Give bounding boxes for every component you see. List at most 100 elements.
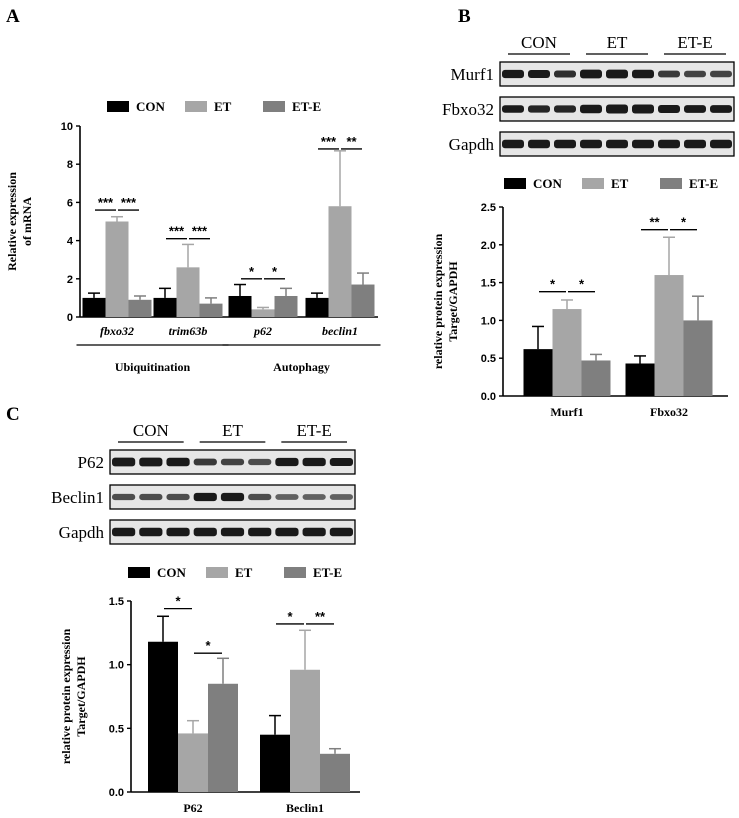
significance-label-c-2: * — [287, 609, 293, 624]
panel-letter-c: C — [6, 404, 20, 425]
blot-band-c-1-3 — [193, 492, 217, 502]
legend-label-b-2: ET-E — [689, 176, 718, 191]
x-tick-label-a-1: trim63b — [169, 324, 208, 338]
blot-band-c-2-6 — [275, 527, 299, 537]
chart-c-protein-expression: CON ET ET-E 0.0 0.5 1.0 1.5 relative protein e… — [59, 565, 360, 815]
blot-band-c-2-7 — [302, 527, 326, 537]
significance-label-c-1: * — [205, 638, 211, 653]
bar-c-beclin1-con — [260, 734, 290, 792]
blot-band-b-2-2 — [554, 139, 576, 149]
blot-row-label-c-1: Beclin1 — [51, 488, 104, 507]
chart-b-legend: CON ET ET-E — [504, 176, 718, 191]
chart-b-protein-expression: CON ET ET-E 0.0 0.5 1.0 1.5 2.0 2.5 relative pro… — [431, 176, 728, 419]
y-axis-label-c-1: Target/GAPDH — [74, 656, 88, 737]
x-tick-label-a-3: beclin1 — [322, 324, 358, 338]
bar-a-fbxo32-con — [82, 297, 106, 317]
significance-label-a-2: *** — [169, 224, 185, 239]
bar-b-murf1-con — [523, 349, 553, 396]
blot-band-c-0-8 — [329, 458, 353, 466]
blot-band-b-0-1 — [528, 70, 550, 78]
blot-band-b-2-8 — [710, 139, 732, 149]
bar-c-p62-et-e — [208, 683, 238, 792]
legend-label-c-1: ET — [235, 565, 253, 580]
blot-group-label-b-2: ET-E — [677, 33, 712, 52]
y-tick-label-a-0: 0 — [67, 312, 73, 324]
significance-label-a-3: *** — [192, 224, 208, 239]
y-tick-label-c-3: 1.5 — [109, 596, 124, 608]
significance-label-b-3: * — [681, 215, 687, 230]
x-tick-label-a-2: p62 — [253, 324, 272, 338]
blot-row-label-b-2: Gapdh — [449, 135, 495, 154]
bar-b-fbxo32-et — [654, 275, 684, 396]
blot-band-b-2-4 — [606, 139, 628, 149]
blot-band-b-2-6 — [658, 139, 680, 149]
chart-c-plot: 0.0 0.5 1.0 1.5 relative protein expression T… — [59, 594, 360, 815]
blot-band-c-1-7 — [302, 494, 326, 500]
blot-band-c-0-2 — [166, 457, 190, 467]
legend-swatch-b-1 — [582, 178, 604, 189]
blot-band-c-0-0 — [112, 457, 136, 467]
chart-a-plot: 0 2 4 6 8 10 Relative expression of mRNA fbxo32 t… — [5, 121, 381, 374]
legend-label-a-2: ET-E — [292, 99, 321, 114]
y-tick-label-a-3: 6 — [67, 197, 73, 209]
bar-c-p62-et — [178, 733, 208, 792]
y-tick-label-a-4: 8 — [67, 159, 73, 171]
blot-band-c-2-4 — [220, 527, 245, 537]
blot-band-b-0-0 — [502, 69, 524, 79]
significance-label-b-1: * — [579, 277, 585, 292]
blot-band-b-1-7 — [684, 105, 706, 113]
legend-swatch-c-2 — [284, 567, 306, 578]
x-tick-label-c-0: P62 — [183, 801, 202, 815]
y-tick-label-b-0: 0.0 — [481, 391, 496, 403]
blot-band-c-1-1 — [139, 493, 163, 501]
blot-band-c-1-4 — [220, 492, 245, 502]
y-tick-label-c-2: 1.0 — [109, 660, 124, 672]
blot-band-c-2-5 — [248, 527, 272, 537]
y-tick-label-a-2: 4 — [67, 236, 74, 248]
y-axis-label-b-1: Target/GAPDH — [446, 261, 460, 342]
blot-band-b-0-2 — [554, 70, 576, 78]
blot-band-b-1-5 — [632, 104, 654, 114]
legend-label-b-0: CON — [533, 176, 563, 191]
y-tick-label-a-5: 10 — [61, 121, 73, 133]
blot-row-label-b-1: Fbxo32 — [442, 100, 494, 119]
legend-swatch-a-2 — [263, 101, 285, 112]
bar-a-beclin1-et — [328, 206, 352, 317]
blot-group-label-b-0: CON — [521, 33, 557, 52]
group-label-a-1: Autophagy — [273, 360, 330, 374]
legend-label-a-0: CON — [136, 99, 166, 114]
blot-band-b-0-5 — [632, 69, 654, 79]
blot-band-b-2-7 — [684, 139, 706, 149]
blot-group-label-c-0: CON — [133, 421, 169, 440]
bar-a-p62-con — [228, 295, 252, 317]
x-tick-label-b-1: Fbxo32 — [650, 405, 688, 419]
x-tick-label-a-0: fbxo32 — [100, 324, 134, 338]
blot-band-c-2-3 — [193, 527, 217, 537]
blot-band-c-0-1 — [139, 457, 163, 467]
blot-group-label-c-2: ET-E — [297, 421, 332, 440]
blot-band-b-0-8 — [710, 70, 732, 78]
blot-band-b-1-6 — [658, 105, 680, 113]
y-tick-label-b-3: 1.5 — [481, 278, 496, 290]
legend-label-b-1: ET — [611, 176, 629, 191]
y-tick-label-b-1: 0.5 — [481, 353, 496, 365]
blot-band-b-0-7 — [684, 70, 706, 78]
significance-label-a-7: ** — [346, 134, 357, 149]
blot-band-c-2-8 — [329, 527, 353, 537]
blot-group-label-b-1: ET — [607, 33, 628, 52]
blot-band-b-1-0 — [502, 105, 524, 113]
blot-band-c-2-0 — [112, 527, 136, 537]
y-axis-label-a-1: of mRNA — [20, 197, 34, 246]
bar-c-beclin1-et-e — [320, 753, 350, 792]
bar-b-fbxo32-et-e — [683, 320, 713, 396]
y-axis-label-b-0: relative protein expression — [431, 234, 445, 370]
y-tick-label-c-0: 0.0 — [109, 787, 124, 799]
blot-band-b-2-3 — [580, 139, 602, 149]
y-tick-label-b-5: 2.5 — [481, 202, 496, 214]
y-tick-label-c-1: 0.5 — [109, 723, 124, 735]
legend-swatch-c-1 — [206, 567, 228, 578]
blot-band-c-1-5 — [248, 493, 272, 501]
bar-a-fbxo32-et — [105, 221, 129, 317]
bar-b-murf1-et — [552, 309, 582, 396]
